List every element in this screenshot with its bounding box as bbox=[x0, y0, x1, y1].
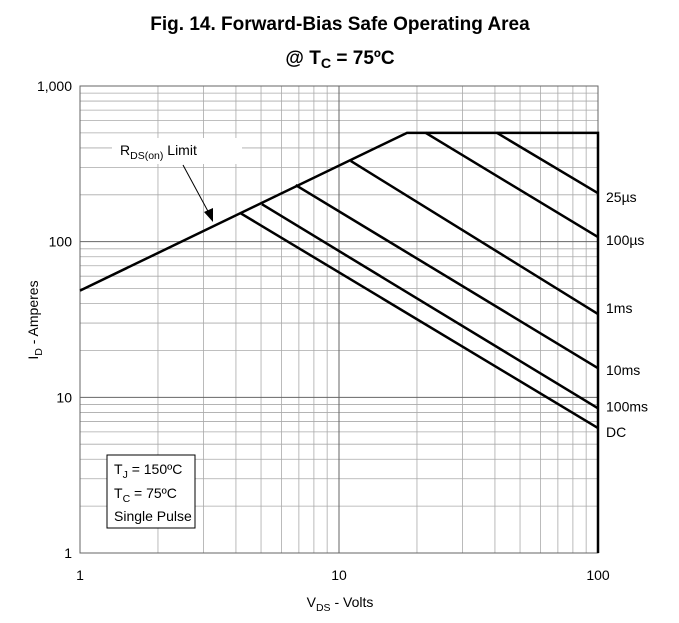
series-label: DC bbox=[606, 424, 626, 440]
x-tick-label: 100 bbox=[586, 567, 610, 583]
series-line bbox=[496, 131, 599, 195]
arrow-head bbox=[204, 208, 213, 222]
series-label: 1ms bbox=[606, 300, 632, 316]
series-line bbox=[424, 131, 599, 239]
chart-title: Fig. 14. Forward-Bias Safe Operating Are… bbox=[150, 14, 530, 35]
condition: TJ = 150ºC bbox=[114, 461, 182, 481]
y-axis-label: ID - Amperes bbox=[25, 280, 45, 359]
y-tick-label: 10 bbox=[56, 389, 72, 405]
label-backdrop bbox=[112, 138, 242, 164]
x-tick-label: 1 bbox=[76, 567, 84, 583]
conditions-box bbox=[106, 454, 196, 529]
chart-subtitle: @ TC = 75ºC bbox=[285, 48, 394, 72]
series-line bbox=[239, 211, 599, 430]
series-label: 25µs bbox=[606, 189, 637, 205]
y-tick-label: 100 bbox=[49, 234, 73, 250]
condition: Single Pulse bbox=[114, 508, 192, 524]
series-line bbox=[79, 131, 600, 553]
limit-label: RDS(on) Limit bbox=[120, 142, 197, 162]
series-line bbox=[261, 203, 599, 410]
x-axis-label: VDS - Volts bbox=[307, 594, 374, 614]
series-line bbox=[350, 159, 599, 316]
y-tick-label: 1 bbox=[64, 545, 72, 561]
x-tick-label: 10 bbox=[331, 567, 347, 583]
y-tick-label: 1,000 bbox=[37, 78, 72, 94]
series-label: 100ms bbox=[606, 398, 648, 414]
series-label: 10ms bbox=[606, 362, 640, 378]
condition: TC = 75ºC bbox=[114, 485, 177, 505]
arrow-shaft bbox=[182, 164, 211, 216]
series-line bbox=[294, 183, 599, 370]
series-label: 100µs bbox=[606, 232, 644, 248]
plot-area bbox=[79, 85, 600, 554]
